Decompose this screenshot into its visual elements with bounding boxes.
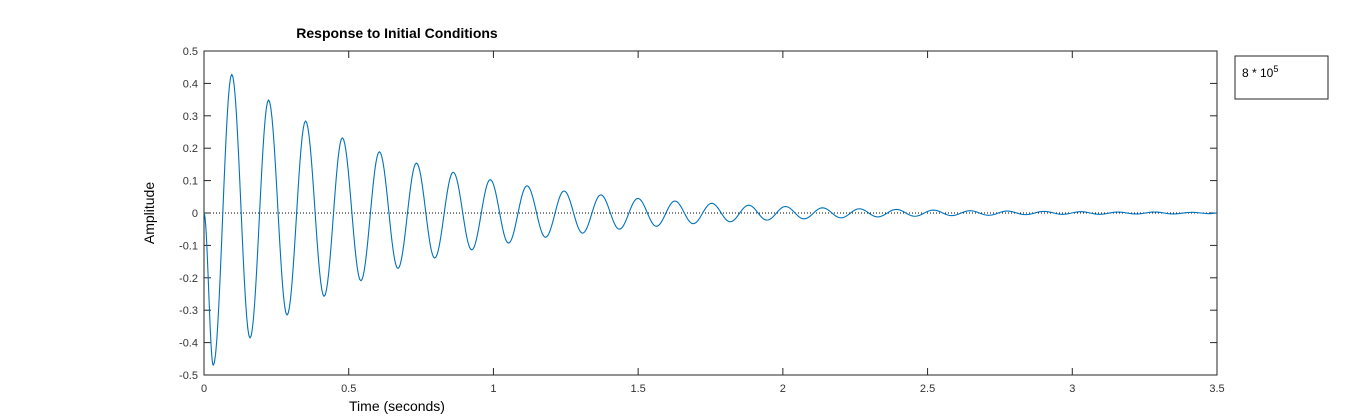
data-point <box>987 214 989 216</box>
data-point <box>858 208 860 210</box>
data-point <box>563 190 565 192</box>
data-point <box>415 162 417 164</box>
data-point <box>914 215 916 217</box>
data-point <box>378 151 380 153</box>
x-tick-label: 3 <box>1069 383 1075 395</box>
data-point <box>803 218 805 220</box>
data-point <box>544 236 546 238</box>
data-point <box>397 267 399 269</box>
data-point <box>1172 213 1174 215</box>
data-point <box>748 204 750 206</box>
series-line-0 <box>203 73 1218 366</box>
legend-exponent: 5 <box>1273 64 1278 74</box>
data-point <box>507 242 509 244</box>
curve-layer <box>203 73 1218 366</box>
data-point <box>1117 211 1119 213</box>
data-point <box>323 295 325 297</box>
legend-box: 8 * 105 <box>1234 55 1329 100</box>
y-tick-label: -0.4 <box>179 338 198 350</box>
x-axis-label: Time (seconds) <box>349 398 445 414</box>
legend-base-text: 8 * 10 <box>1242 66 1274 80</box>
x-tick-label: 2 <box>780 383 786 395</box>
y-axis-label: Amplitude <box>141 182 157 244</box>
axes-layer: 0 0.5 1 1.5 2 2.5 3 3.5 -0.5 -0.4 -0.3 -0.2 -0.1 0 0.1… <box>179 46 1225 395</box>
y-tick-label: -0.3 <box>179 305 198 317</box>
data-point <box>1024 213 1026 215</box>
y-tick-label: 0.2 <box>183 143 198 155</box>
y-tick-label: -0.1 <box>179 240 198 252</box>
data-point <box>249 337 251 339</box>
data-point <box>600 194 602 196</box>
data-point <box>304 120 306 122</box>
data-point <box>452 171 454 173</box>
data-point <box>1191 211 1193 213</box>
data-point <box>1080 211 1082 213</box>
data-point <box>710 202 712 204</box>
y-tick-label: -0.5 <box>179 370 198 382</box>
data-point <box>341 137 343 139</box>
data-point <box>267 99 269 101</box>
data-point <box>969 210 971 212</box>
y-tick-label: 0 <box>192 208 198 220</box>
legend-frame <box>1234 55 1329 100</box>
x-tick-label: 2.5 <box>920 383 935 395</box>
data-point <box>526 185 528 187</box>
legend-entry: 8 * 105 <box>1242 64 1278 80</box>
data-point <box>877 216 879 218</box>
x-tick-label: 0 <box>201 383 207 395</box>
data-point <box>1216 212 1218 214</box>
data-point <box>766 219 768 221</box>
y-tick-label: 0.3 <box>183 111 198 123</box>
data-point <box>1209 212 1211 214</box>
x-tick-label: 0.5 <box>341 383 356 395</box>
data-point <box>821 207 823 209</box>
data-point <box>618 228 620 230</box>
data-point <box>212 364 214 366</box>
data-point <box>471 249 473 251</box>
data-point <box>784 205 786 207</box>
data-point <box>895 208 897 210</box>
x-tick-label: 1 <box>490 383 496 395</box>
data-point <box>655 225 657 227</box>
data-point <box>360 280 362 282</box>
data-point <box>581 232 583 234</box>
data-point <box>433 257 435 259</box>
y-tick-label: 0.5 <box>183 46 198 58</box>
data-point <box>674 200 676 202</box>
data-point <box>1043 210 1045 212</box>
data-point <box>950 214 952 216</box>
chart-title: Response to Initial Conditions <box>296 25 498 41</box>
data-point <box>203 212 205 214</box>
data-point <box>692 222 694 224</box>
y-tick-label: 0.4 <box>183 78 198 90</box>
data-point <box>729 221 731 223</box>
data-point <box>840 217 842 219</box>
y-tick-label: -0.2 <box>179 273 198 285</box>
data-point <box>637 197 639 199</box>
data-point <box>1135 213 1137 215</box>
data-point <box>1154 211 1156 213</box>
data-point <box>1006 210 1008 212</box>
x-tick-label: 1.5 <box>630 383 645 395</box>
data-point <box>1061 213 1063 215</box>
data-point <box>231 73 233 75</box>
y-tick-label: 0.1 <box>183 176 198 188</box>
text-layer: Response to Initial Conditions Time (sec… <box>141 25 498 414</box>
data-point <box>286 314 288 316</box>
x-tick-label: 3.5 <box>1209 383 1224 395</box>
data-point <box>1098 213 1100 215</box>
data-point <box>489 178 491 180</box>
data-point <box>932 209 934 211</box>
